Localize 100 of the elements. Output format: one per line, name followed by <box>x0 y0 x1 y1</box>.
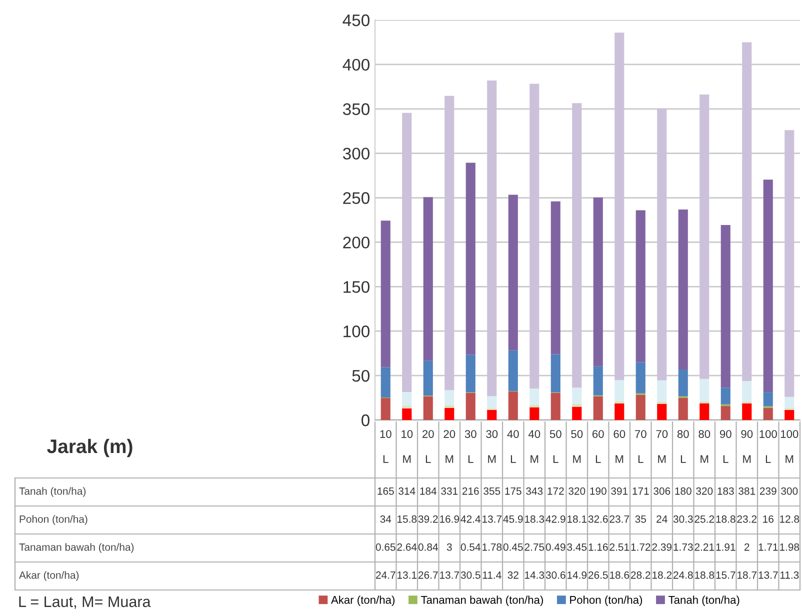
data-label: 0.49 <box>546 543 566 551</box>
data-label: 3.45 <box>567 543 587 551</box>
bar <box>700 378 710 402</box>
bar <box>678 398 688 420</box>
data-label: 0.84 <box>418 543 438 551</box>
category-label: 40 L <box>507 430 519 463</box>
data-label: 24 <box>656 515 668 523</box>
category-label: 30 M <box>486 430 498 463</box>
data-label: 28.2 <box>631 571 650 579</box>
data-label: 2.21 <box>694 543 714 551</box>
data-label: 26.5 <box>588 571 608 579</box>
bar <box>402 392 412 406</box>
data-label: 30.6 <box>546 571 566 579</box>
data-label: 30.5 <box>460 571 480 579</box>
data-label: 12.8 <box>780 515 800 523</box>
y-tick-label: 200 <box>343 236 370 248</box>
text: Tanah (ton/ha) <box>19 487 86 497</box>
bar <box>550 392 560 420</box>
bar <box>784 130 794 397</box>
bar <box>530 388 540 405</box>
bar <box>487 396 497 408</box>
category-label: 70 L <box>635 430 646 463</box>
data-label: 300 <box>781 487 798 495</box>
data-label: 314 <box>398 487 416 495</box>
data-label: 34 <box>380 515 392 523</box>
bar <box>763 180 773 392</box>
data-label: 1.78 <box>482 543 502 551</box>
bar <box>444 96 454 390</box>
data-label: 320 <box>568 487 586 495</box>
data-label: 216 <box>462 487 479 495</box>
text: L = Laut, M= Muara <box>19 596 151 609</box>
data-label: 0.54 <box>460 543 480 551</box>
bar <box>444 405 454 408</box>
data-label: 180 <box>675 487 692 495</box>
category-label: 50 M <box>571 430 583 463</box>
bar <box>593 366 603 396</box>
bar <box>784 396 794 408</box>
data-label: 13.7 <box>440 571 459 579</box>
category-label: 80 L <box>677 430 689 463</box>
data-label: 42.4 <box>460 515 480 523</box>
data-label: 165 <box>378 487 394 495</box>
y-tick-label: 300 <box>342 148 370 160</box>
data-label: 45.9 <box>503 515 523 523</box>
category-label: 60 L <box>592 430 604 463</box>
text: Pohon (ton/ha) <box>20 515 88 525</box>
data-label: 1.72 <box>631 543 650 551</box>
bar <box>550 354 560 392</box>
category-label: 80 M <box>698 430 710 463</box>
data-label: 1.16 <box>588 543 608 551</box>
data-label: 23.2 <box>737 515 756 523</box>
data-label: 18.3 <box>525 515 544 523</box>
category-label: 100 L <box>760 430 777 463</box>
bar <box>742 403 752 420</box>
bar <box>700 403 710 420</box>
data-label: 1.98 <box>780 543 800 551</box>
bar <box>657 404 667 420</box>
bar <box>572 388 582 404</box>
data-label: 175 <box>505 488 522 495</box>
bar <box>678 369 688 396</box>
category-label: 90 L <box>720 430 732 463</box>
data-label: 42.9 <box>546 515 566 523</box>
bar <box>380 220 390 368</box>
data-label: 331 <box>441 487 458 495</box>
bar <box>550 201 560 354</box>
bar <box>720 388 730 404</box>
category-label: 20 L <box>422 430 434 463</box>
y-tick-label: 100 <box>344 326 370 338</box>
data-label: 0.65 <box>376 543 396 551</box>
text: Jarak (m) <box>47 438 132 458</box>
bar <box>530 84 540 389</box>
bar <box>593 198 603 366</box>
data-label: 15.8 <box>398 515 417 523</box>
bar <box>487 80 497 396</box>
bar <box>657 108 667 380</box>
data-label: 15.7 <box>716 572 736 579</box>
data-label: 172 <box>548 487 564 495</box>
bar <box>636 394 646 420</box>
data-label: 306 <box>654 487 670 495</box>
data-label: 343 <box>526 487 543 495</box>
category-label: 10 M <box>402 430 413 463</box>
bar <box>444 390 454 406</box>
data-label: 18.2 <box>652 571 672 579</box>
legend-label: Pohon (ton/ha) <box>570 596 642 606</box>
bar <box>763 392 773 406</box>
data-label: 16.9 <box>440 515 460 523</box>
legend-label: Tanah (ton/ha) <box>668 596 740 606</box>
category-label: 70 M <box>656 430 668 463</box>
bar <box>466 162 476 355</box>
bar <box>508 350 518 392</box>
bar <box>763 408 773 420</box>
data-label: 3 <box>446 543 452 551</box>
data-label: 18.8 <box>716 515 736 523</box>
data-label: 184 <box>420 487 437 495</box>
y-tick-label: 450 <box>342 14 370 26</box>
data-label: 2.64 <box>397 543 417 551</box>
y-tick-label: 400 <box>342 58 370 71</box>
bar <box>402 408 412 420</box>
bar <box>742 380 752 402</box>
data-label: 13.7 <box>482 515 502 523</box>
data-label: 18.6 <box>610 571 630 579</box>
